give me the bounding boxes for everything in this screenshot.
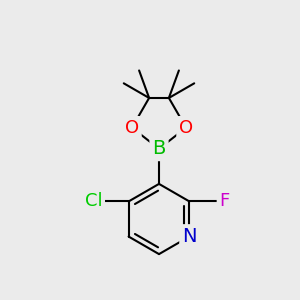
Text: O: O: [125, 119, 139, 137]
Text: O: O: [179, 119, 193, 137]
Text: N: N: [182, 227, 196, 246]
Text: F: F: [219, 193, 230, 211]
Text: B: B: [152, 139, 166, 158]
Text: Cl: Cl: [85, 193, 102, 211]
